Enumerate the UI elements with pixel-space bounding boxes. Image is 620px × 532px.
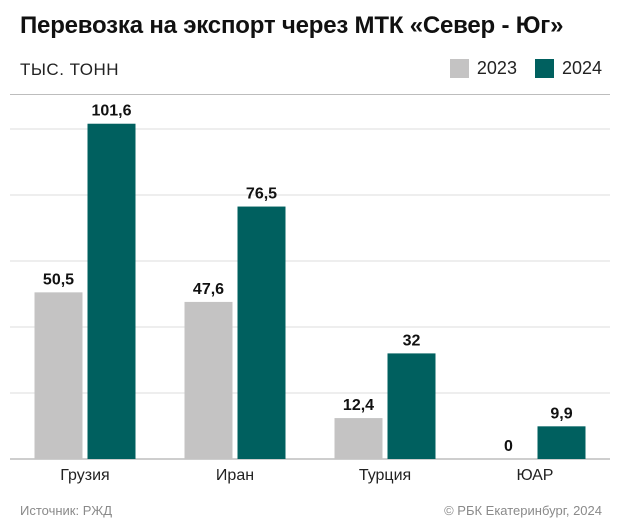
data-label-2024-2: 76,5 — [246, 186, 277, 203]
bar-2023-3 — [334, 418, 383, 459]
bar-2024-2 — [237, 206, 286, 459]
copyright-note: © РБК Екатеринбург, 2024 — [444, 503, 602, 518]
legend-swatch-2023 — [449, 59, 469, 78]
bar-2023-2 — [184, 301, 233, 459]
legend-item-2023: 2023 — [449, 58, 517, 79]
data-label-2024-4: 9,9 — [550, 405, 572, 422]
source-note: Источник: РЖД — [20, 503, 113, 518]
x-tick-label: Грузия — [60, 467, 109, 484]
legend-label-2024: 2024 — [561, 58, 602, 78]
bar-2024-4 — [537, 426, 586, 459]
header-divider — [10, 94, 610, 95]
bar-2023-1 — [34, 292, 83, 459]
data-label-2023-3: 12,4 — [343, 397, 374, 414]
x-tick-label: ЮАР — [517, 467, 554, 484]
chart-title: Перевозка на экспорт через МТК «Север - … — [20, 12, 564, 39]
x-tick-label: Турция — [359, 467, 411, 484]
legend-swatch-2024 — [534, 59, 554, 78]
data-label-2024-1: 101,6 — [91, 103, 131, 120]
data-label-2024-3: 32 — [403, 332, 421, 349]
x-tick-label: Иран — [216, 467, 254, 484]
data-label-2023-4: 0 — [504, 438, 513, 455]
bar-2024-1 — [87, 123, 136, 459]
legend-label-2023: 2023 — [476, 58, 517, 78]
legend: 2023 2024 — [432, 58, 602, 79]
data-label-2023-2: 47,6 — [193, 281, 224, 298]
units-label: ТЫС. ТОНН — [20, 60, 120, 79]
bar-2024-3 — [387, 353, 436, 459]
data-label-2023-1: 50,5 — [43, 271, 74, 288]
bar-chart: 50,5 101,6 Грузия 47,6 76,5 Иран 12,4 32 Турция 0… — [10, 103, 610, 484]
legend-item-2024: 2024 — [534, 58, 602, 79]
